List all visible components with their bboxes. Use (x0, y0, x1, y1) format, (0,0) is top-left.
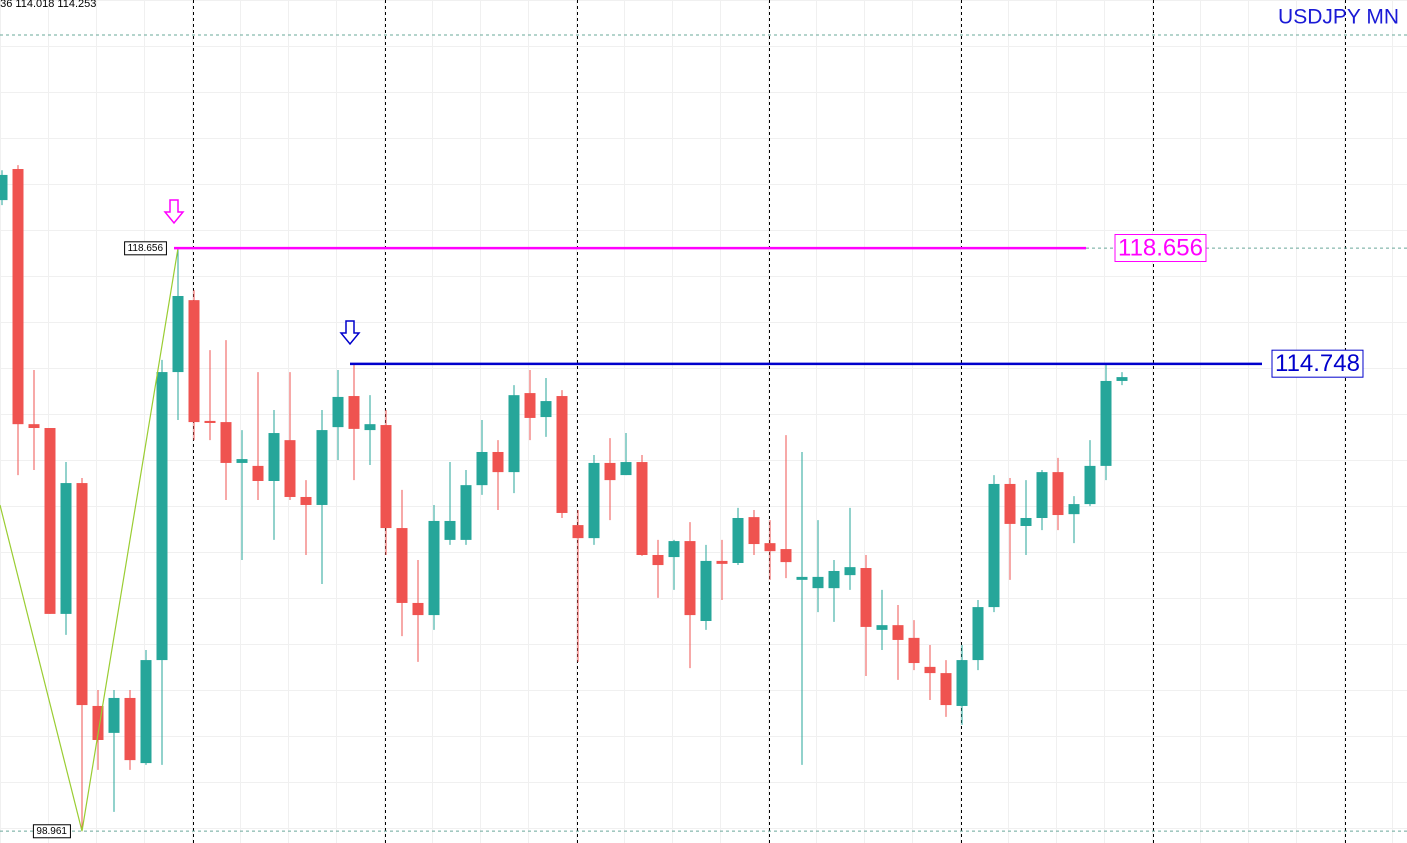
candle-body (204, 420, 216, 423)
candle-body (92, 705, 104, 740)
candle-body (108, 697, 120, 733)
candle-body (156, 372, 168, 661)
candle-body (444, 520, 456, 540)
candle-body (1068, 504, 1080, 515)
candle-body (876, 625, 888, 630)
candle-body (668, 541, 680, 558)
candle-body (1036, 472, 1048, 518)
candle-body (380, 425, 392, 529)
candle-body (1100, 380, 1112, 466)
level-label: 118.656 (1118, 235, 1203, 262)
candle-body (60, 483, 72, 614)
period-separators (193, 0, 1346, 843)
candle-body (956, 660, 968, 706)
candle-body (1116, 377, 1128, 381)
candle-body (796, 576, 808, 580)
candle-body (0, 174, 8, 201)
candle-body (508, 395, 520, 473)
candle-body (860, 568, 872, 627)
level-label-box (1114, 234, 1207, 263)
candle-body (44, 428, 56, 614)
candle-body (364, 424, 376, 431)
candle-body (1052, 472, 1064, 516)
candle-body (828, 570, 840, 589)
candle-body (1084, 465, 1096, 505)
candle-body (28, 424, 40, 429)
candle-body (732, 517, 744, 563)
zigzag-label-box (124, 241, 167, 256)
down-arrow (339, 320, 361, 346)
zigzag-label: 98.961 (36, 826, 67, 837)
candle-body (924, 666, 936, 674)
overlays: 118.656 98.961 118.656 114.748 (0, 199, 1407, 839)
zigzag-label: 118.656 (128, 243, 164, 254)
zigzag-label-box (32, 824, 71, 839)
candle-body (540, 401, 552, 418)
candle-body (604, 462, 616, 481)
candle-body (1020, 517, 1032, 526)
candle-body (140, 660, 152, 764)
candle-body (972, 607, 984, 661)
candle-body (636, 462, 648, 555)
candle-body (396, 528, 408, 603)
level-label-box (1271, 349, 1364, 378)
candle-body (1004, 483, 1016, 524)
candle-body (300, 496, 312, 505)
candle-body (188, 300, 200, 423)
candle-body (588, 462, 600, 539)
candle-body (572, 525, 584, 539)
zigzag-line (0, 248, 179, 832)
candle-body (620, 462, 632, 476)
candle-body (236, 459, 248, 463)
candle-body (780, 549, 792, 563)
candle-body (332, 396, 344, 428)
candle-body (940, 673, 952, 706)
candle-body (652, 554, 664, 566)
candle-body (124, 697, 136, 761)
candle-body (524, 393, 536, 418)
candle-body (476, 451, 488, 486)
candle-body (220, 422, 232, 463)
candle-body (252, 465, 264, 481)
candle-body (748, 517, 760, 545)
candle-body (316, 430, 328, 505)
candle-body (700, 560, 712, 622)
candle-body (284, 440, 296, 497)
candle-body (908, 637, 920, 664)
candle-body (812, 576, 824, 589)
candle-body (76, 483, 88, 706)
candle-body (12, 169, 24, 425)
candle-body (268, 433, 280, 481)
candle-body (460, 485, 472, 540)
candle-body (348, 396, 360, 429)
candle-body (684, 541, 696, 616)
candle-body (844, 567, 856, 576)
candle-body (172, 295, 184, 373)
candle-body (556, 396, 568, 513)
down-arrow (163, 199, 185, 225)
candle-body (412, 602, 424, 616)
candle-body (988, 483, 1000, 608)
candles (0, 165, 1128, 832)
candle-body (716, 560, 728, 564)
candle-body (492, 451, 504, 473)
candle-body (764, 543, 776, 552)
info-text: 436 114.018 114.253 (0, 0, 96, 10)
chart-title: USDJPY MN (1278, 6, 1399, 29)
candle-body (892, 625, 904, 640)
level-label: 114.748 (1275, 350, 1360, 377)
candle-body (428, 520, 440, 616)
